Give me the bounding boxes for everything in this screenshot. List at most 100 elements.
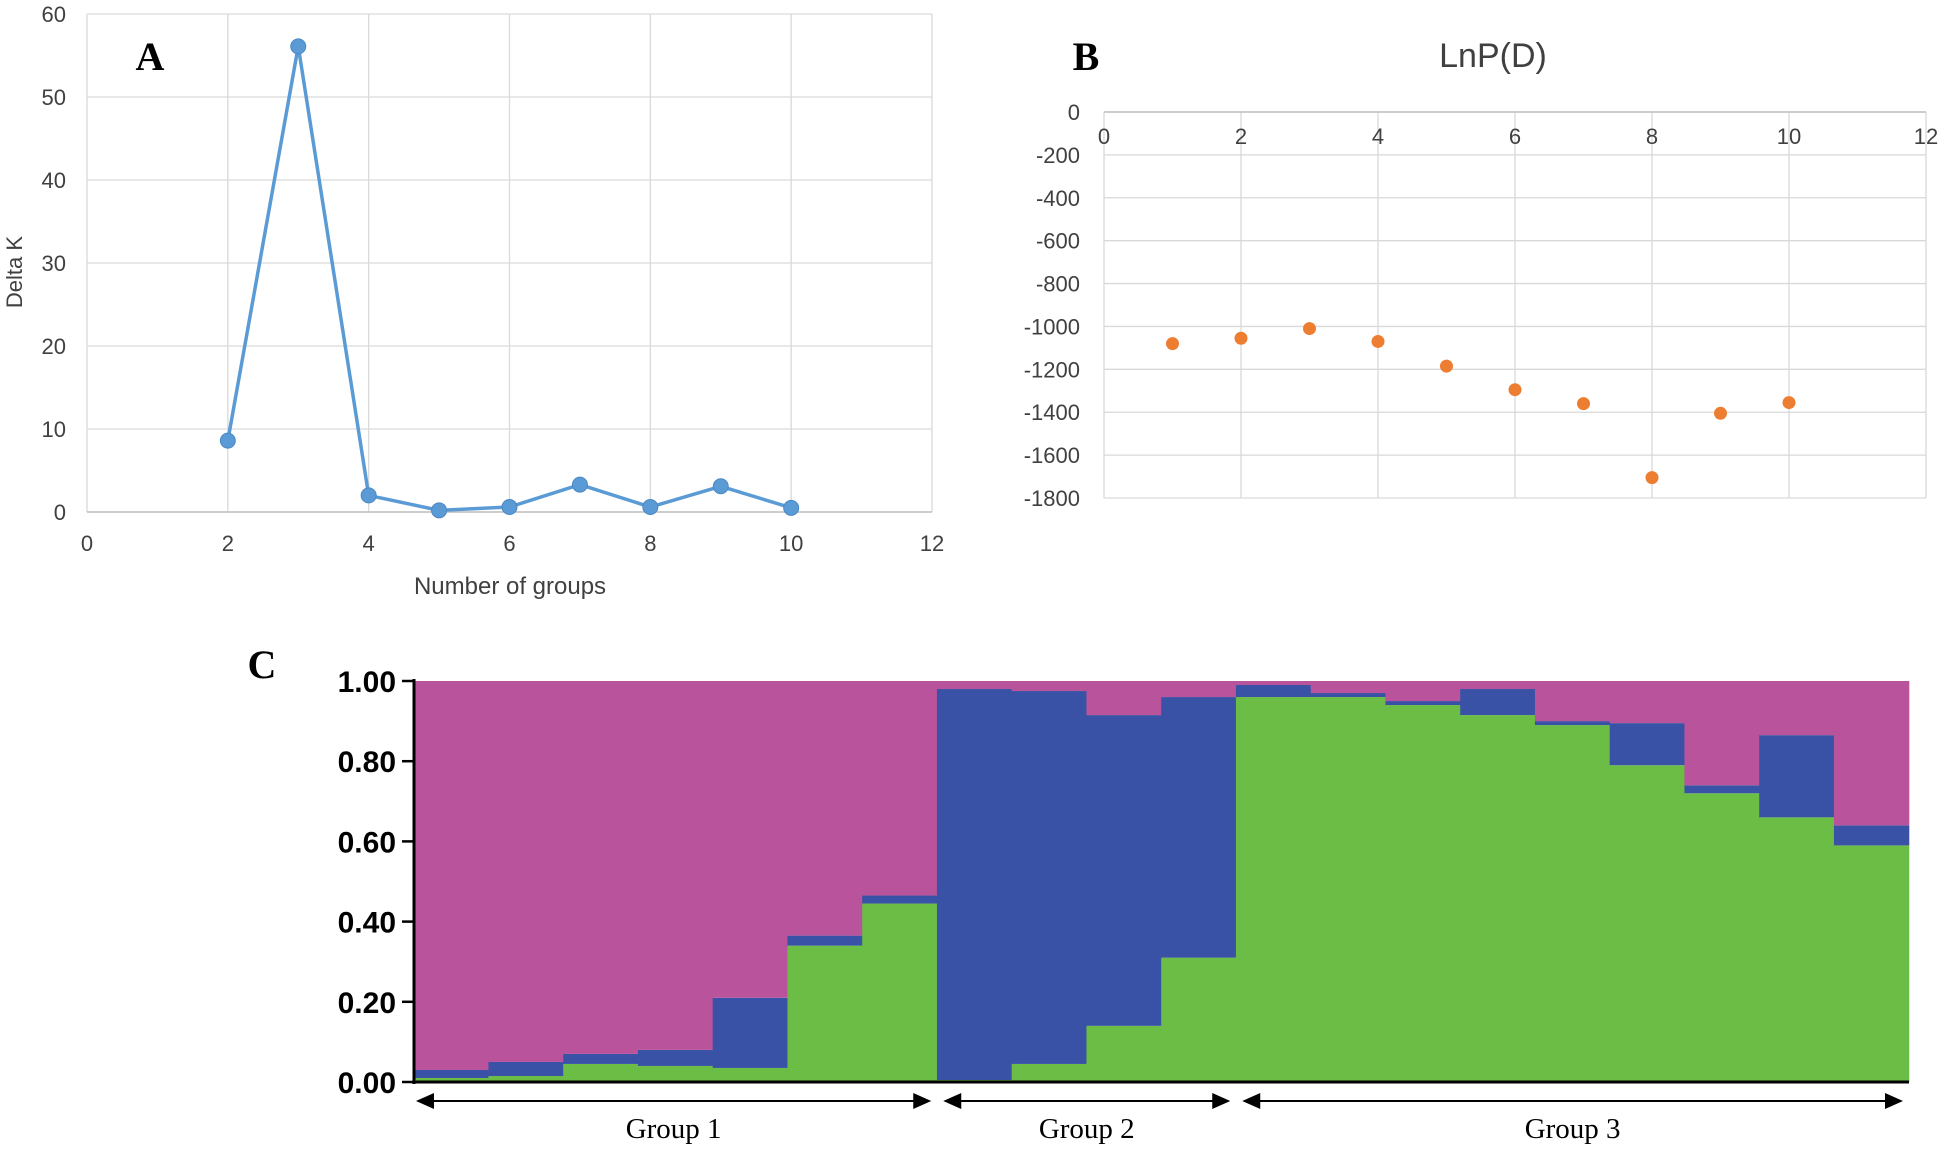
panel-a-x-tick-label: 10 [779, 531, 803, 556]
panel-c-bar-blue [1161, 697, 1237, 958]
panel-c-y-tick-label: 0.80 [338, 746, 396, 779]
panel-c-y-tick-label: 1.00 [338, 666, 396, 699]
panel-b-data-point [1782, 396, 1796, 410]
panel-c-bar-blue [1759, 735, 1835, 818]
panel-c-bar-green [1684, 793, 1760, 1082]
panel-b-label: B [1073, 34, 1100, 79]
panel-a-x-tick-label: 8 [644, 531, 656, 556]
panel-c-group-arrowhead-right [1212, 1093, 1231, 1109]
panel-c-bar-blue [488, 1061, 564, 1076]
panel-c-bar-blue [1385, 701, 1461, 706]
panel-c-bar-blue [1833, 825, 1910, 846]
panel-c-bar-magenta [1460, 681, 1536, 690]
panel-a-data-point [712, 478, 729, 495]
panel-c-bar-blue [1310, 693, 1387, 698]
panel-a-data-point [431, 502, 448, 519]
panel-c-bar-magenta [1684, 681, 1760, 786]
panel-b-x-tick-label: 2 [1235, 124, 1247, 149]
panel-c-bar-magenta [488, 681, 564, 1062]
panel-a-gridlines [86, 13, 933, 513]
panel-a-data-point [501, 499, 518, 516]
panel-c-bar-blue [637, 1049, 714, 1066]
panel-c-bar-blue [712, 997, 789, 1068]
panel-a-data-point [783, 499, 800, 516]
panel-c-bar-green [1011, 1063, 1088, 1082]
panel-c-bar-green [1385, 705, 1461, 1082]
panel-c-bar-green [563, 1063, 639, 1082]
panel-c-bar-blue [936, 689, 1013, 1080]
panel-c-bar-magenta [1759, 681, 1835, 736]
panel-c-y-tick-label: 0.20 [338, 987, 396, 1020]
panel-c-bar-green [787, 945, 863, 1082]
panel-a-x-tick-label: 2 [222, 531, 234, 556]
panel-b-data-point [1371, 334, 1385, 348]
panel-c-bar-green [862, 903, 938, 1082]
panel-b-data-point [1577, 397, 1590, 411]
panel-c-bar-magenta [787, 681, 863, 936]
panel-c-group-arrowhead-left [1242, 1093, 1261, 1109]
panel-a-y-tick-label: 10 [42, 417, 66, 442]
panel-b-tick-labels: 0 2 4 6 8 10 12 0 -200 -400 -600 -800 -1000 -1200 -140… [1024, 100, 1939, 511]
panel-c-bar-green [1833, 845, 1910, 1082]
panel-c-bar-green [488, 1075, 564, 1082]
panel-b-y-tick-label: -1400 [1024, 400, 1080, 425]
panel-c-bar-green [1310, 697, 1387, 1082]
panel-c-group-label: Group 3 [1525, 1113, 1621, 1145]
panel-b-y-tick-label: -1800 [1024, 486, 1080, 511]
panel-a-label: A [136, 34, 165, 79]
panel-a-data-point [642, 499, 659, 516]
panel-b-points [1166, 322, 1796, 485]
panel-c-group-label: Group 1 [626, 1113, 722, 1145]
panel-c-bar-magenta [1235, 681, 1312, 686]
panel-c-bar-green [413, 1077, 490, 1082]
panel-a-x-tick-label: 6 [503, 531, 515, 556]
panel-c-bar-green [637, 1065, 714, 1082]
panel-c-group-arrows: Group 1 Group 2 Group 3 [416, 1093, 1903, 1145]
panel-c-axis: 0.00 0.20 0.40 0.60 0.80 1.00 [338, 666, 1909, 1100]
panel-b-chart: 0 2 4 6 8 10 12 0 -200 -400 -600 -800 -1000 -1200 -140… [1024, 34, 1939, 511]
panel-a-x-tick-label: 0 [81, 531, 93, 556]
panel-c-group-arrowhead-left [416, 1093, 434, 1109]
panel-c-bar-magenta [1385, 681, 1461, 702]
panel-b-x-tick-label: 12 [1914, 124, 1938, 149]
panel-c-bar-green [1161, 957, 1237, 1082]
panel-c-bar-blue [1011, 691, 1088, 1064]
panel-c-bar-magenta [1161, 681, 1237, 698]
panel-c-y-tick-label: 0.60 [338, 826, 396, 859]
panel-a-data-point [219, 432, 236, 449]
panel-b-gridlines [1103, 111, 1927, 499]
panel-a-x-tick-label: 4 [363, 531, 375, 556]
panel-b-data-point [1714, 406, 1727, 420]
panel-a-x-tick-label: 12 [920, 531, 944, 556]
panel-c-bar-magenta [936, 681, 1013, 690]
panel-b-x-tick-label: 10 [1777, 124, 1801, 149]
panel-c-bar-blue [1086, 715, 1162, 1026]
panel-a-y-tick-label: 60 [42, 2, 66, 27]
panel-c-bar-green [1609, 765, 1686, 1082]
panel-c-bar-magenta [1534, 681, 1611, 722]
panel-b-title: LnP(D) [1439, 37, 1547, 75]
panel-b-data-point [1508, 383, 1522, 397]
panel-b-y-tick-label: 0 [1068, 100, 1080, 125]
panel-c-y-tick-label: 0.40 [338, 907, 396, 940]
panel-b-y-tick-label: -200 [1036, 143, 1080, 168]
panel-b-data-point [1440, 359, 1453, 373]
panel-b-x-tick-label: 0 [1098, 124, 1110, 149]
panel-a-data-point [571, 476, 588, 493]
panel-b-y-tick-label: -600 [1036, 229, 1080, 254]
panel-c-bar-magenta [1011, 681, 1088, 692]
panel-c-y-tick-label: 0.00 [338, 1067, 396, 1100]
panel-c-group-arrowhead-left [943, 1093, 962, 1109]
panel-c-bar-blue [1609, 723, 1686, 766]
panel-a-tick-labels: 0 2 4 6 8 10 12 0 10 20 30 40 50 60 [42, 2, 945, 556]
panel-c-group-label: Group 2 [1039, 1113, 1135, 1145]
panel-c-bar-blue [787, 935, 863, 946]
panel-a-data-point [360, 487, 377, 504]
panel-c-bars [413, 681, 1910, 1082]
panel-b-y-tick-label: -1200 [1024, 357, 1080, 382]
panel-b-data-point [1645, 471, 1659, 485]
panel-c-bar-blue [563, 1053, 639, 1064]
panel-a-y-tick-label: 50 [42, 85, 66, 110]
